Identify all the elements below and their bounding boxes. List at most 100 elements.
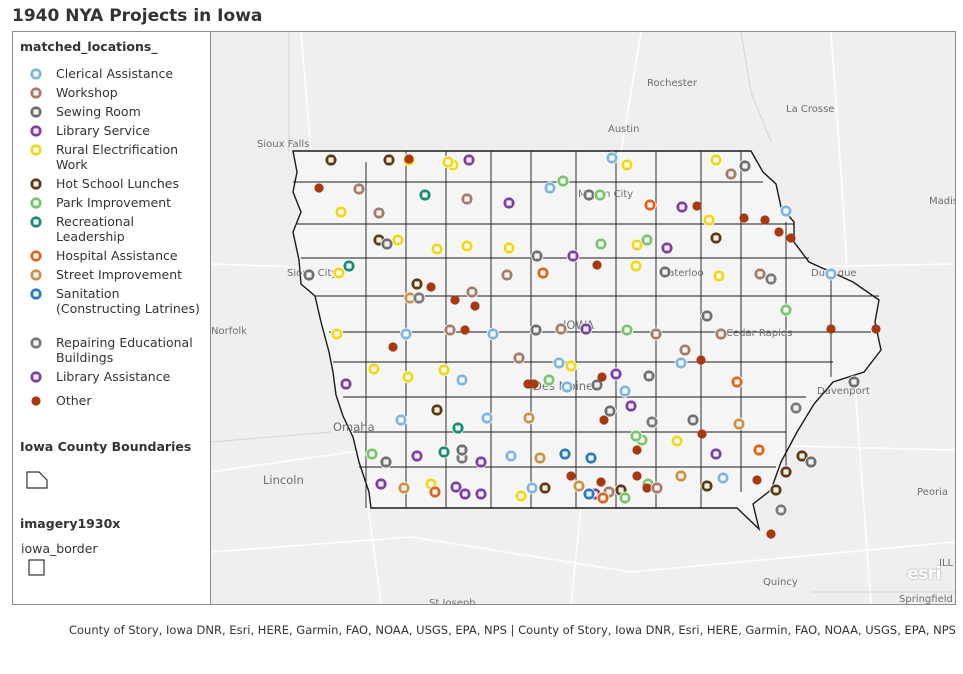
sewing-icon[interactable] xyxy=(29,105,43,119)
project-point-marker[interactable] xyxy=(766,529,776,539)
project-point-marker[interactable] xyxy=(590,378,604,392)
project-point-marker[interactable] xyxy=(470,301,480,311)
project-point-marker[interactable] xyxy=(342,259,356,273)
project-point-marker[interactable] xyxy=(430,403,444,417)
project-point-marker[interactable] xyxy=(645,415,659,429)
project-point-marker[interactable] xyxy=(566,249,580,263)
project-point-marker[interactable] xyxy=(678,343,692,357)
park-icon[interactable] xyxy=(29,196,43,210)
project-point-marker[interactable] xyxy=(367,362,381,376)
project-point-marker[interactable] xyxy=(486,327,500,341)
project-point-marker[interactable] xyxy=(599,415,609,425)
project-point-marker[interactable] xyxy=(674,469,688,483)
project-point-marker[interactable] xyxy=(779,303,793,317)
project-point-marker[interactable] xyxy=(412,291,426,305)
project-point-marker[interactable] xyxy=(632,445,642,455)
project-point-marker[interactable] xyxy=(443,323,457,337)
project-point-marker[interactable] xyxy=(455,443,469,457)
other-dot-icon[interactable] xyxy=(31,396,41,406)
project-point-marker[interactable] xyxy=(620,158,634,172)
project-point-marker[interactable] xyxy=(871,324,881,334)
project-point-marker[interactable] xyxy=(465,285,479,299)
project-point-marker[interactable] xyxy=(460,325,470,335)
project-point-marker[interactable] xyxy=(365,447,379,461)
project-point-marker[interactable] xyxy=(522,411,536,425)
project-point-marker[interactable] xyxy=(686,413,700,427)
project-point-marker[interactable] xyxy=(702,213,716,227)
project-point-marker[interactable] xyxy=(474,455,488,469)
project-point-marker[interactable] xyxy=(592,260,602,270)
project-point-marker[interactable] xyxy=(709,447,723,461)
project-point-marker[interactable] xyxy=(512,351,526,365)
workshop-icon[interactable] xyxy=(29,86,43,100)
project-point-marker[interactable] xyxy=(458,487,472,501)
project-point-marker[interactable] xyxy=(649,327,663,341)
project-point-marker[interactable] xyxy=(372,206,386,220)
project-point-marker[interactable] xyxy=(764,272,778,286)
project-point-marker[interactable] xyxy=(538,481,552,495)
project-point-marker[interactable] xyxy=(332,266,346,280)
project-point-marker[interactable] xyxy=(543,181,557,195)
project-point-marker[interactable] xyxy=(525,481,539,495)
project-point-marker[interactable] xyxy=(560,380,574,394)
recreation-icon[interactable] xyxy=(29,215,43,229)
project-point-marker[interactable] xyxy=(660,241,674,255)
project-point-marker[interactable] xyxy=(642,483,652,493)
project-point-marker[interactable] xyxy=(542,373,556,387)
project-point-marker[interactable] xyxy=(593,188,607,202)
project-point-marker[interactable] xyxy=(394,413,408,427)
project-point-marker[interactable] xyxy=(692,201,702,211)
project-point-marker[interactable] xyxy=(700,309,714,323)
project-point-marker[interactable] xyxy=(779,204,793,218)
project-point-marker[interactable] xyxy=(450,295,460,305)
clerical-icon[interactable] xyxy=(29,67,43,81)
project-point-marker[interactable] xyxy=(605,151,619,165)
project-point-marker[interactable] xyxy=(603,404,617,418)
street-icon[interactable] xyxy=(29,268,43,282)
project-point-marker[interactable] xyxy=(552,356,566,370)
project-point-marker[interactable] xyxy=(426,282,436,292)
project-point-marker[interactable] xyxy=(579,322,593,336)
project-point-marker[interactable] xyxy=(460,192,474,206)
project-point-marker[interactable] xyxy=(558,447,572,461)
project-point-marker[interactable] xyxy=(302,268,316,282)
project-point-marker[interactable] xyxy=(566,471,576,481)
project-point-marker[interactable] xyxy=(514,489,528,503)
project-point-marker[interactable] xyxy=(533,451,547,465)
project-point-marker[interactable] xyxy=(752,475,762,485)
project-point-marker[interactable] xyxy=(712,269,726,283)
hospital-icon[interactable] xyxy=(29,249,43,263)
project-point-marker[interactable] xyxy=(564,359,578,373)
project-point-marker[interactable] xyxy=(502,196,516,210)
project-point-marker[interactable] xyxy=(437,445,451,459)
project-point-marker[interactable] xyxy=(618,491,632,505)
project-point-marker[interactable] xyxy=(739,213,749,223)
project-point-marker[interactable] xyxy=(339,377,353,391)
project-point-marker[interactable] xyxy=(403,291,417,305)
library-service-icon[interactable] xyxy=(29,124,43,138)
project-point-marker[interactable] xyxy=(609,367,623,381)
sanitation-icon[interactable] xyxy=(29,287,43,301)
project-point-marker[interactable] xyxy=(380,237,394,251)
project-point-marker[interactable] xyxy=(391,233,405,247)
project-point-marker[interactable] xyxy=(824,267,838,281)
project-point-marker[interactable] xyxy=(397,481,411,495)
project-point-marker[interactable] xyxy=(504,449,518,463)
project-point-marker[interactable] xyxy=(596,491,610,505)
project-point-marker[interactable] xyxy=(502,241,516,255)
project-point-marker[interactable] xyxy=(640,233,654,247)
project-point-marker[interactable] xyxy=(596,477,606,487)
project-point-marker[interactable] xyxy=(753,267,767,281)
project-point-marker[interactable] xyxy=(795,449,809,463)
project-point-marker[interactable] xyxy=(455,373,469,387)
project-point-marker[interactable] xyxy=(529,323,543,337)
project-point-marker[interactable] xyxy=(630,238,644,252)
project-point-marker[interactable] xyxy=(529,379,539,389)
project-point-marker[interactable] xyxy=(624,399,638,413)
project-point-marker[interactable] xyxy=(716,471,730,485)
library-assistance-icon[interactable] xyxy=(29,370,43,384)
project-point-marker[interactable] xyxy=(410,277,424,291)
project-point-marker[interactable] xyxy=(401,370,415,384)
electrification-icon[interactable] xyxy=(29,143,43,157)
